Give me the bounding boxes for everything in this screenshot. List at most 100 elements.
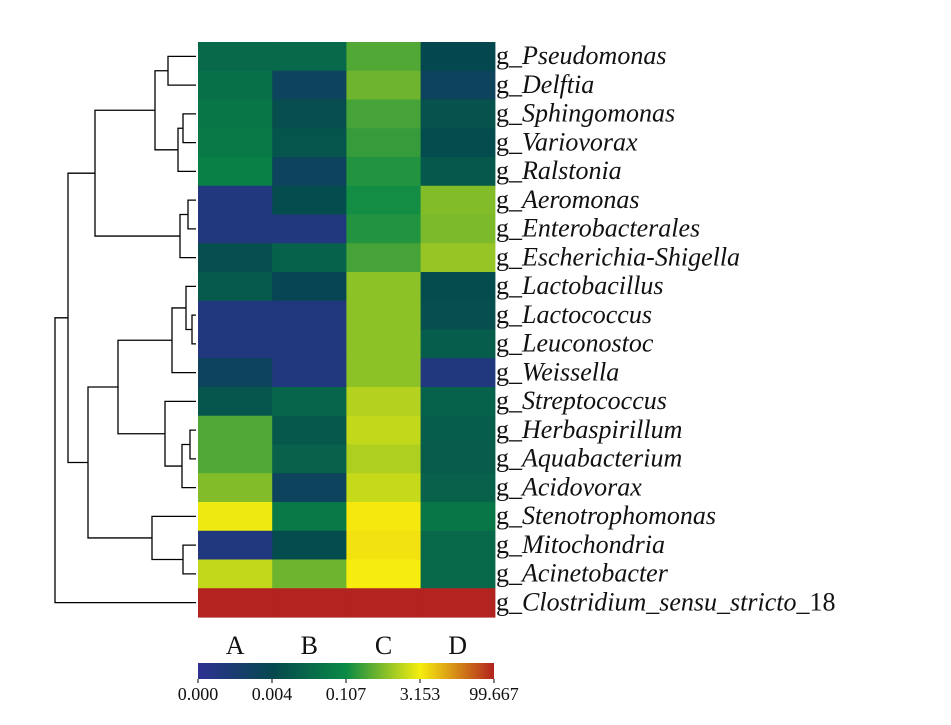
heatmap-cell	[272, 559, 347, 589]
row-label: g_Stenotrophomonas	[496, 501, 716, 530]
dendrogram-branch	[117, 339, 172, 435]
heatmap-cell	[346, 387, 422, 417]
heatmap-cell	[420, 358, 496, 388]
colorbar	[198, 663, 494, 679]
column-label: A	[226, 631, 245, 660]
heatmap-cell	[272, 415, 347, 446]
row-label: g_Aeromonas	[496, 185, 639, 214]
heatmap-cell	[346, 502, 422, 532]
heatmap-cell	[346, 530, 422, 561]
heatmap-cell	[198, 243, 273, 273]
column-label: B	[301, 631, 318, 660]
row-dendrogram	[54, 55, 196, 604]
row-label: g_Enterobacterales	[496, 214, 700, 243]
heatmap-cell	[346, 99, 422, 129]
column-label: D	[448, 631, 467, 660]
heatmap-cell	[272, 272, 347, 302]
row-label: g_Sphingomonas	[496, 99, 675, 128]
heatmap-cell	[198, 99, 273, 129]
heatmap-cell	[420, 157, 496, 187]
heatmap-cell	[198, 214, 273, 244]
heatmap-cell	[272, 502, 347, 532]
heatmap-cell	[198, 358, 273, 388]
row-label: g_Pseudomonas	[496, 41, 666, 70]
heatmap-cell	[198, 387, 273, 417]
row-labels: g_Pseudomonasg_Delftiag_Sphingomonasg_Va…	[496, 41, 835, 616]
heatmap-cell	[420, 99, 496, 129]
colorbar-tick-label: 0.004	[252, 684, 293, 704]
dendrogram-branch	[189, 429, 196, 460]
heatmap-cell	[346, 588, 422, 618]
heatmap-cell	[420, 243, 496, 273]
heatmap-cell	[272, 214, 347, 244]
heatmap-cell	[420, 502, 496, 532]
heatmap-cell	[198, 272, 273, 302]
heatmap-cell	[346, 329, 422, 359]
heatmap-cell	[198, 444, 273, 474]
heatmap-cell	[420, 214, 496, 244]
heatmap-cell	[420, 387, 496, 417]
heatmap-cell	[198, 329, 273, 359]
row-label: g_Aquabacterium	[496, 444, 682, 473]
row-label: g_Acinetobacter	[496, 559, 669, 588]
heatmap-cell	[346, 70, 422, 101]
dendrogram-branch	[191, 314, 196, 345]
heatmap-cell	[272, 185, 347, 216]
dendrogram-branch	[151, 515, 196, 561]
dendrogram-branch	[181, 443, 196, 489]
heatmap-cell	[272, 300, 347, 331]
row-label: g_Acidovorax	[496, 472, 642, 501]
dendrogram-branch	[167, 55, 196, 86]
heatmap-cell	[272, 70, 347, 101]
heatmap-cell	[272, 387, 347, 417]
heatmap-cell	[198, 300, 273, 331]
row-label: g_Herbaspirillum	[496, 415, 682, 444]
heatmap-cell	[272, 99, 347, 129]
heatmap-cell	[420, 473, 496, 503]
row-label: g_Leuconostoc	[496, 329, 654, 358]
heatmap-cell	[198, 559, 273, 589]
colorbar-tick-label: 0.107	[326, 684, 367, 704]
row-label: g_Streptococcus	[496, 386, 667, 415]
heatmap-cell	[198, 415, 273, 446]
column-label: C	[375, 631, 392, 660]
heatmap-cell	[198, 185, 273, 216]
heatmap-cell	[198, 157, 273, 187]
heatmap-cell	[346, 473, 422, 503]
dendrogram-branch	[94, 109, 180, 237]
heatmap-cell	[198, 530, 273, 561]
heatmap-cell	[272, 444, 347, 474]
heatmap-cell	[346, 128, 422, 158]
dendrogram-branch	[187, 199, 196, 230]
heatmap-cell	[272, 530, 347, 561]
colorbar-tick-label: 0.000	[178, 684, 219, 704]
heatmap-cell	[420, 128, 496, 158]
dendrogram-branch	[177, 127, 196, 173]
heatmap-cell	[272, 243, 347, 273]
row-label: g_Weissella	[496, 357, 619, 386]
row-label: g_Escherichia-Shigella	[496, 242, 740, 271]
heatmap-cell	[346, 42, 422, 72]
heatmap-cell	[198, 588, 273, 618]
dendrogram-branch	[185, 285, 196, 331]
dendrogram-branch	[54, 317, 196, 604]
heatmap-cell	[346, 559, 422, 589]
heatmap-cell	[198, 128, 273, 158]
heatmap-cell	[346, 415, 422, 446]
heatmap-cell	[346, 358, 422, 388]
heatmap-cell	[198, 42, 273, 72]
row-label: g_Lactococcus	[496, 300, 652, 329]
heatmap-cell	[420, 70, 496, 101]
heatmap-cell	[198, 70, 273, 101]
heatmap-cell	[272, 358, 347, 388]
heatmap-cell	[420, 272, 496, 302]
heatmap-cell	[198, 502, 273, 532]
colorbar-tick-label: 99.667	[469, 684, 519, 704]
color-scale-legend: 0.000 0.004 0.107 3.153 99.667	[178, 663, 519, 704]
heatmap-cell	[346, 272, 422, 302]
heatmap-cell	[272, 473, 347, 503]
heatmap-cell	[420, 300, 496, 331]
heatmap-cell	[346, 185, 422, 216]
heatmap-cell	[272, 128, 347, 158]
